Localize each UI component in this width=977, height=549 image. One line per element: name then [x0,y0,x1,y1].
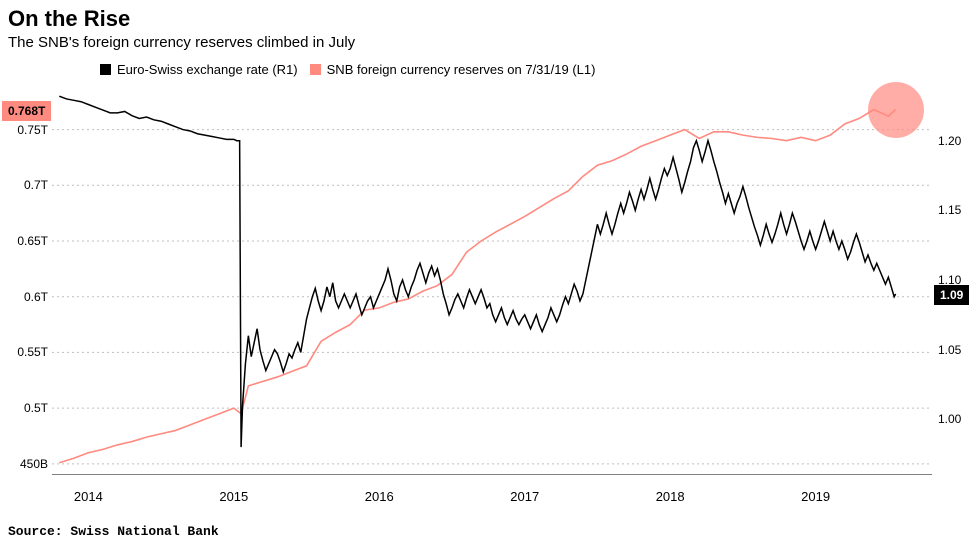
y-right-tick-label: 1.20 [938,134,961,148]
chart-title: On the Rise [8,6,130,32]
x-tick-label: 2019 [796,489,836,504]
y-left-tick-label: 0.7T [24,178,48,192]
x-tick-label: 2015 [214,489,254,504]
y-left-tick-label: 0.75T [17,123,48,137]
y-right-tick-label: 1.00 [938,412,961,426]
chart-source: Source: Swiss National Bank [8,524,219,539]
y-left-tick-label: 0.5T [24,401,48,415]
y-right-tick-label: 1.15 [938,203,961,217]
legend-item-eurchf: Euro-Swiss exchange rate (R1) [100,62,298,77]
legend-label: Euro-Swiss exchange rate (R1) [117,62,298,77]
legend-marker-black-icon [100,64,111,75]
chart-plot [52,85,932,475]
y-right-tick-label: 1.10 [938,273,961,287]
y-right-tick-label: 1.05 [938,343,961,357]
legend-label: SNB foreign currency reserves on 7/31/19… [327,62,596,77]
right-axis-end-label: 1.09 [934,285,969,305]
x-tick-label: 2018 [650,489,690,504]
x-tick-label: 2016 [359,489,399,504]
y-left-tick-label: 450B [20,457,48,471]
x-tick-label: 2014 [68,489,108,504]
left-axis-end-label: 0.768T [2,101,51,121]
y-left-tick-label: 0.55T [17,345,48,359]
chart-svg [52,85,932,475]
legend: Euro-Swiss exchange rate (R1) SNB foreig… [100,62,595,77]
x-tick-label: 2017 [505,489,545,504]
series-end-dot-icon [868,82,924,138]
chart-subtitle: The SNB's foreign currency reserves clim… [8,34,355,51]
legend-marker-red-icon [310,64,321,75]
y-left-tick-label: 0.65T [17,234,48,248]
legend-item-reserves: SNB foreign currency reserves on 7/31/19… [310,62,596,77]
y-left-tick-label: 0.6T [24,290,48,304]
